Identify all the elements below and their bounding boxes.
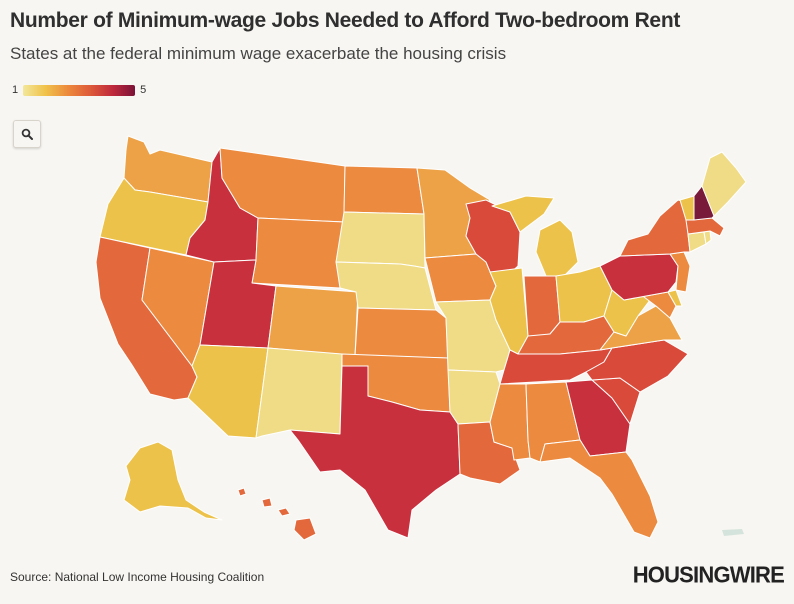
source-note: Source: National Low Income Housing Coal… [10,570,265,584]
legend-min-label: 1 [12,84,19,96]
state-MI[interactable] [491,195,579,277]
state-TX[interactable] [289,365,461,539]
state-NH[interactable] [693,185,715,221]
state-FL[interactable] [539,439,659,539]
state-CO[interactable] [267,285,359,357]
state-SD[interactable] [335,211,426,269]
state-ND[interactable] [343,165,425,215]
state-HI[interactable] [237,487,317,541]
state-ME[interactable] [701,151,747,217]
state-AZ[interactable] [187,344,269,439]
legend-gradient-bar [23,84,136,96]
chart-title: Number of Minimum-wage Jobs Needed to Af… [10,9,681,32]
color-legend: 1 5 [12,82,146,98]
state-CT[interactable] [687,231,707,253]
state-KS[interactable] [354,307,449,359]
chart-subtitle: States at the federal minimum wage exace… [10,44,507,63]
state-OH[interactable] [555,265,613,323]
legend-max-label: 5 [140,84,147,96]
zoom-button[interactable] [13,120,41,148]
brand-logo: HOUSINGWIRE [632,561,785,588]
state-NM[interactable] [255,347,343,439]
state-NC[interactable] [585,339,689,393]
state-AK[interactable] [123,441,223,521]
state-DE[interactable] [667,289,683,307]
search-icon [21,128,33,140]
state-NY[interactable] [619,199,691,257]
territory-puerto-rico [722,529,744,536]
state-WY[interactable] [251,217,345,289]
